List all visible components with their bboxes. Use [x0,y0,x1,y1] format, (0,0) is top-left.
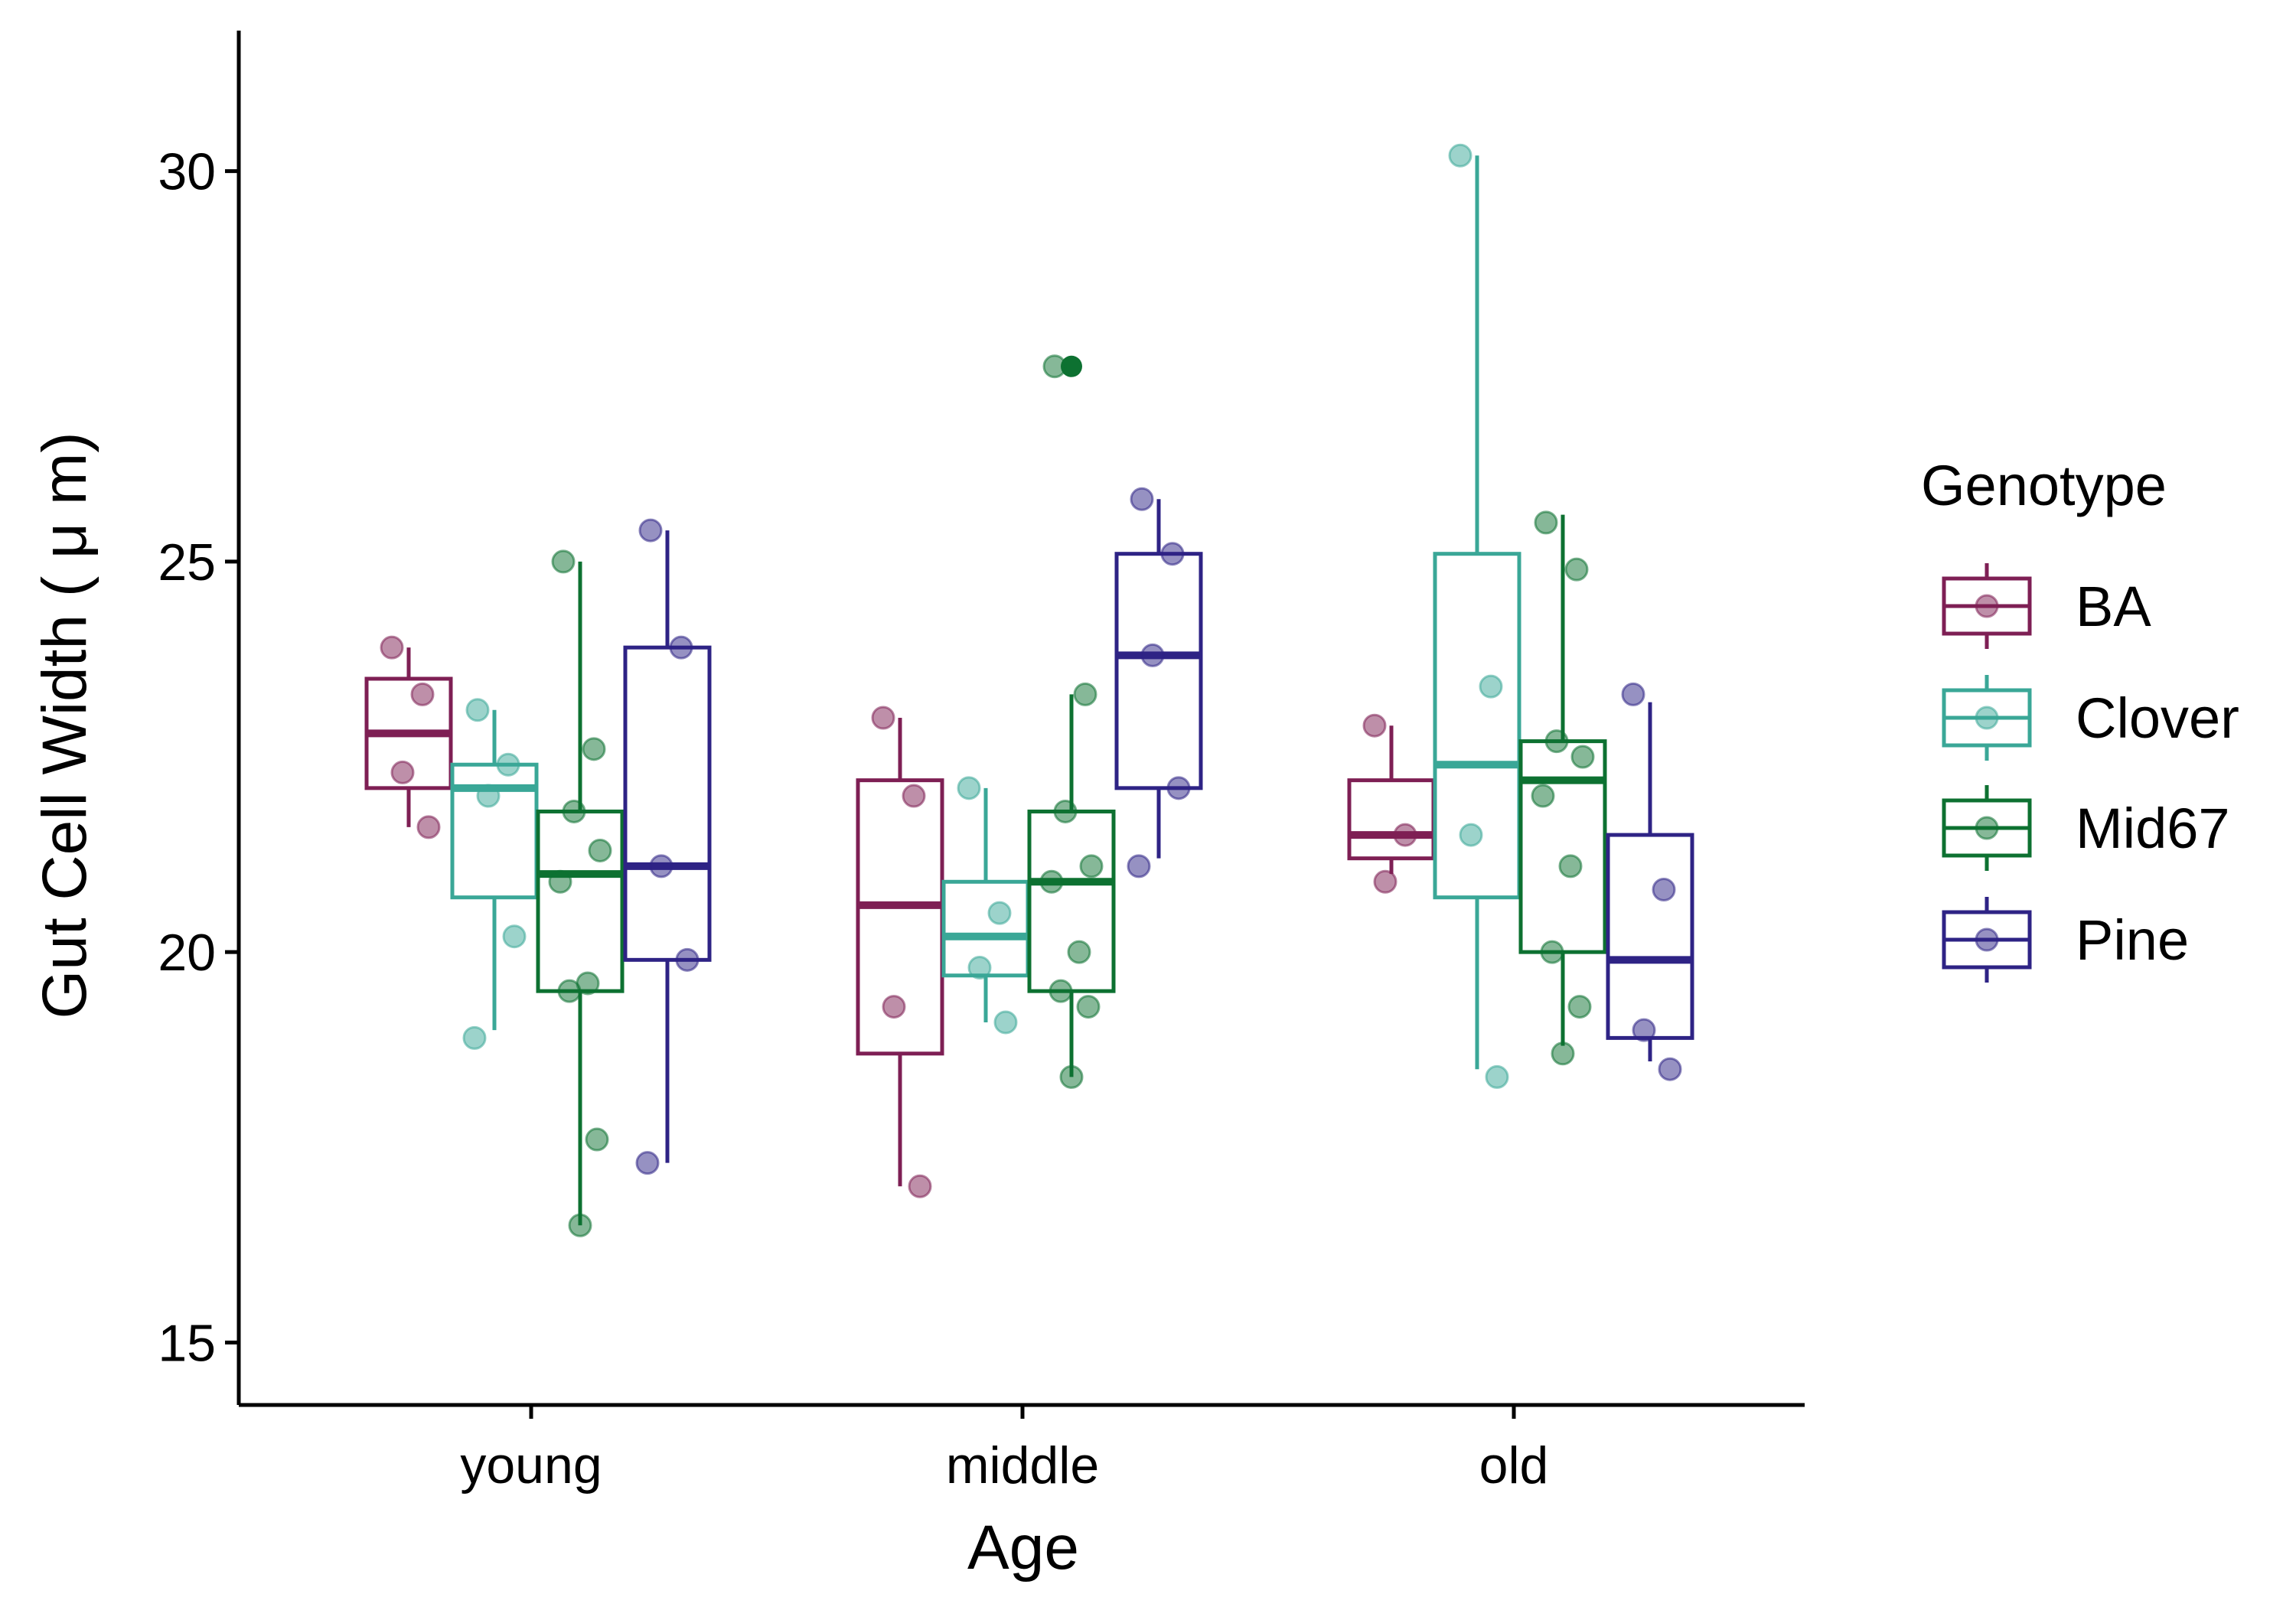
box [1114,552,1203,790]
data-point [1531,784,1555,808]
data-point [1632,1018,1656,1042]
legend-key-point [1975,927,1999,952]
legend-item-ba: BA [1942,563,2151,649]
series-pine [623,487,1694,1175]
x-axis: young middle old [239,1403,1805,1495]
data-point [1567,995,1592,1019]
data-point [416,815,441,839]
data-point [882,995,906,1019]
data-point [635,1151,660,1175]
data-point [1039,869,1064,894]
data-point [871,706,895,730]
y-tick-label: 25 [158,533,216,592]
data-point [649,854,673,878]
data-point [1558,854,1583,878]
plot-area [364,143,1694,1237]
series-mid67 [536,354,1607,1237]
data-point [465,698,490,722]
data-point [1551,1041,1575,1066]
legend-key-point [1975,706,1999,730]
data-point [548,869,572,894]
data-point [993,1010,1018,1035]
data-point [476,784,501,808]
outlier-point [1061,355,1082,377]
data-point [967,956,992,980]
data-point [551,549,576,574]
data-point [1544,729,1569,754]
legend-key-point [1975,816,1999,840]
data-point [1534,510,1558,535]
data-point [1079,854,1104,878]
data-point [1373,869,1397,894]
legend-label: Clover [2076,686,2239,750]
data-point [908,1174,932,1198]
y-axis: 15 20 25 30 [158,31,241,1405]
data-point [1448,143,1473,168]
data-point [1564,557,1589,582]
data-point [1130,487,1154,511]
data-point [1049,979,1073,1003]
data-point [1053,799,1078,823]
box [1433,552,1521,900]
data-point [1459,823,1483,847]
y-tick-label: 30 [158,143,216,201]
box [623,645,712,962]
x-tick-label: middle [946,1436,1099,1495]
data-point [1042,354,1067,379]
y-axis-title: Gut Cell Width ( μ m) [30,432,99,1019]
legend: Genotype BA Clover Mid67 Pine [1921,454,2239,983]
data-point [1621,682,1645,706]
data-point [1127,854,1151,878]
data-point [1570,745,1595,769]
data-point [582,737,606,761]
data-point [669,635,693,660]
data-point [1140,643,1165,667]
y-tick-label: 15 [158,1314,216,1372]
data-point [1076,995,1101,1019]
data-point [957,776,981,800]
data-point [987,901,1012,925]
legend-item-clover: Clover [1942,675,2239,761]
data-point [568,1213,592,1237]
data-point [585,1127,609,1152]
x-tick-label: old [1479,1436,1549,1495]
legend-label: Pine [2076,908,2189,972]
y-tick-label: 20 [158,924,216,982]
data-point [390,760,415,784]
legend-title: Genotype [1921,454,2167,517]
data-point [1067,940,1091,964]
data-point [1479,674,1503,699]
legend-item-mid67: Mid67 [1942,785,2230,871]
data-point [380,635,404,660]
data-point [1362,713,1387,738]
data-point [1652,878,1676,901]
legend-label: BA [2076,575,2151,638]
x-tick-label: young [460,1436,602,1495]
data-point [1073,682,1097,706]
data-point [638,518,663,543]
data-point [902,784,926,808]
data-point [496,752,520,777]
legend-item-pine: Pine [1942,897,2189,983]
data-point [1059,1064,1084,1089]
data-point [462,1025,487,1050]
data-point [1485,1064,1509,1089]
data-point [1166,776,1191,800]
legend-key-point [1975,594,1999,618]
data-point [562,799,586,823]
series-clover [450,143,1521,1089]
data-point [410,682,435,706]
data-point [1393,823,1417,847]
data-point [1658,1057,1682,1081]
legend-label: Mid67 [2076,797,2230,860]
data-point [1160,542,1185,566]
data-point [1540,940,1564,964]
data-point [502,924,527,949]
x-axis-title: Age [967,1513,1079,1583]
data-point [557,979,582,1003]
data-point [675,947,700,972]
data-point [588,838,612,862]
